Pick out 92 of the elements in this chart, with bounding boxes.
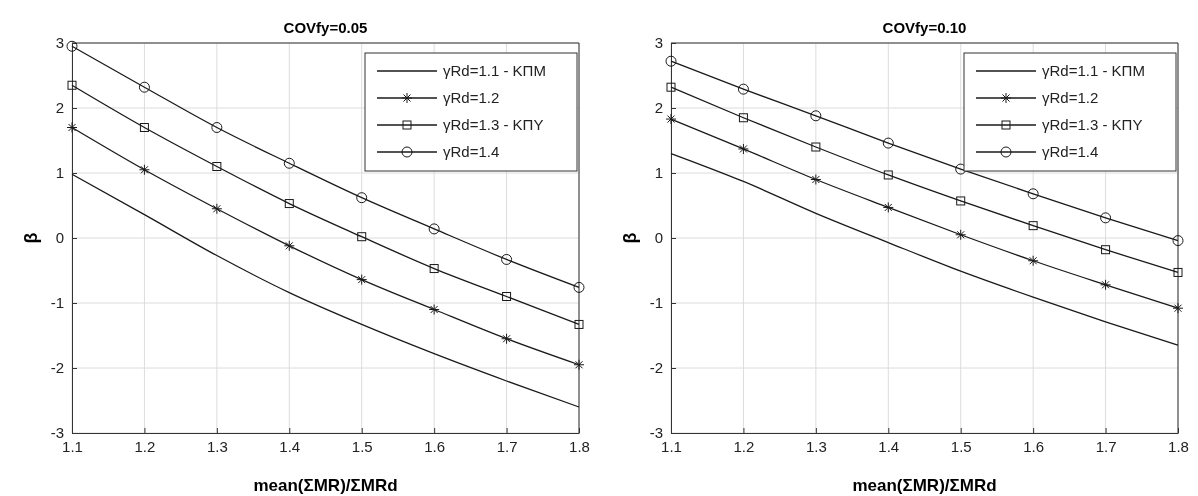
point xyxy=(665,55,677,67)
line-series xyxy=(71,173,580,408)
point xyxy=(1027,188,1039,200)
point xyxy=(211,122,223,133)
point xyxy=(139,123,149,132)
y-tick-label: 3 xyxy=(654,34,663,52)
x-axis-title: mean(ΣMR)/ΣMRd xyxy=(253,476,398,495)
x-tick-label: 1.4 xyxy=(878,437,900,455)
point xyxy=(1173,267,1183,277)
x-tick-label: 1.1 xyxy=(62,437,83,455)
x-tick-label: 1.7 xyxy=(1095,437,1117,455)
x-tick-label: 1.8 xyxy=(1168,437,1189,455)
point xyxy=(666,82,676,92)
point xyxy=(1172,302,1184,314)
point xyxy=(501,333,513,345)
y-tick-label: -1 xyxy=(649,294,663,312)
x-tick-label: 1.8 xyxy=(569,437,590,455)
x-tick-label: 1.5 xyxy=(351,437,373,455)
x-tick-label: 1.3 xyxy=(805,437,827,455)
x-tick-label: 1.3 xyxy=(206,437,228,455)
y-tick-label: 1 xyxy=(55,164,64,182)
legend-label: γRd=1.3 - ΚΠΥ xyxy=(1042,116,1143,133)
point xyxy=(1028,221,1038,231)
point xyxy=(737,143,749,155)
y-tick-label: -3 xyxy=(649,424,663,442)
y-tick-label: -1 xyxy=(50,294,64,312)
point xyxy=(428,304,440,315)
point xyxy=(1101,245,1111,255)
point xyxy=(138,81,150,93)
legend-label: γRd=1.4 xyxy=(1042,143,1099,160)
y-tick-label: 2 xyxy=(654,99,663,117)
chart-title: COVfy=0.05 xyxy=(283,19,368,36)
point xyxy=(211,203,223,215)
point xyxy=(66,40,78,52)
point xyxy=(212,162,222,171)
point xyxy=(283,157,295,169)
point xyxy=(1027,255,1039,267)
point xyxy=(956,196,966,206)
point xyxy=(356,192,368,204)
y-tick-label: 0 xyxy=(654,229,663,247)
point xyxy=(738,113,748,123)
x-tick-label: 1.6 xyxy=(424,437,446,455)
point xyxy=(356,274,368,286)
point xyxy=(66,122,78,133)
point xyxy=(810,110,822,122)
point xyxy=(283,240,295,252)
point xyxy=(67,80,77,90)
point xyxy=(811,142,821,152)
point xyxy=(284,199,294,209)
point xyxy=(138,164,150,176)
legend-label: γRd=1.1 - ΚΠΜ xyxy=(1042,62,1145,79)
point xyxy=(1172,235,1184,247)
point xyxy=(883,170,893,180)
y-tick-label: -2 xyxy=(649,359,663,377)
x-tick-label: 1.5 xyxy=(950,437,972,455)
y-tick-label: -2 xyxy=(50,359,64,377)
point xyxy=(810,174,822,185)
point xyxy=(501,253,513,265)
y-axis-title: β xyxy=(620,232,640,244)
x-tick-label: 1.6 xyxy=(1023,437,1045,455)
point xyxy=(573,359,585,371)
y-tick-label: 1 xyxy=(654,164,663,182)
x-tick-label: 1.4 xyxy=(279,437,301,455)
legend-label: γRd=1.3 - ΚΠΥ xyxy=(443,116,544,133)
x-axis-title: mean(ΣMR)/ΣMRd xyxy=(852,476,997,495)
point xyxy=(429,264,439,274)
point xyxy=(955,229,967,241)
point xyxy=(665,113,677,125)
y-tick-label: 0 xyxy=(55,229,64,247)
point xyxy=(737,83,749,95)
point xyxy=(428,223,440,235)
y-tick-label: 3 xyxy=(55,34,64,52)
x-tick-label: 1.1 xyxy=(661,437,682,455)
point xyxy=(1100,212,1112,224)
x-tick-label: 1.2 xyxy=(733,437,755,455)
y-axis-title: β xyxy=(21,232,41,244)
point xyxy=(1100,279,1112,291)
point xyxy=(357,232,367,242)
y-tick-label: -3 xyxy=(50,424,64,442)
legend-label: γRd=1.2 xyxy=(443,89,500,106)
x-tick-label: 1.7 xyxy=(496,437,518,455)
legend-label: γRd=1.4 xyxy=(443,143,500,160)
point xyxy=(882,137,894,149)
legend-label: γRd=1.1 - ΚΠΜ xyxy=(443,62,546,79)
point xyxy=(882,201,894,213)
legend-label: γRd=1.2 xyxy=(1042,89,1099,106)
x-tick-label: 1.2 xyxy=(134,437,156,455)
point xyxy=(502,292,512,301)
chart-title: COVfy=0.10 xyxy=(882,19,967,36)
point xyxy=(573,281,585,293)
point xyxy=(574,319,584,329)
y-tick-label: 2 xyxy=(55,99,64,117)
